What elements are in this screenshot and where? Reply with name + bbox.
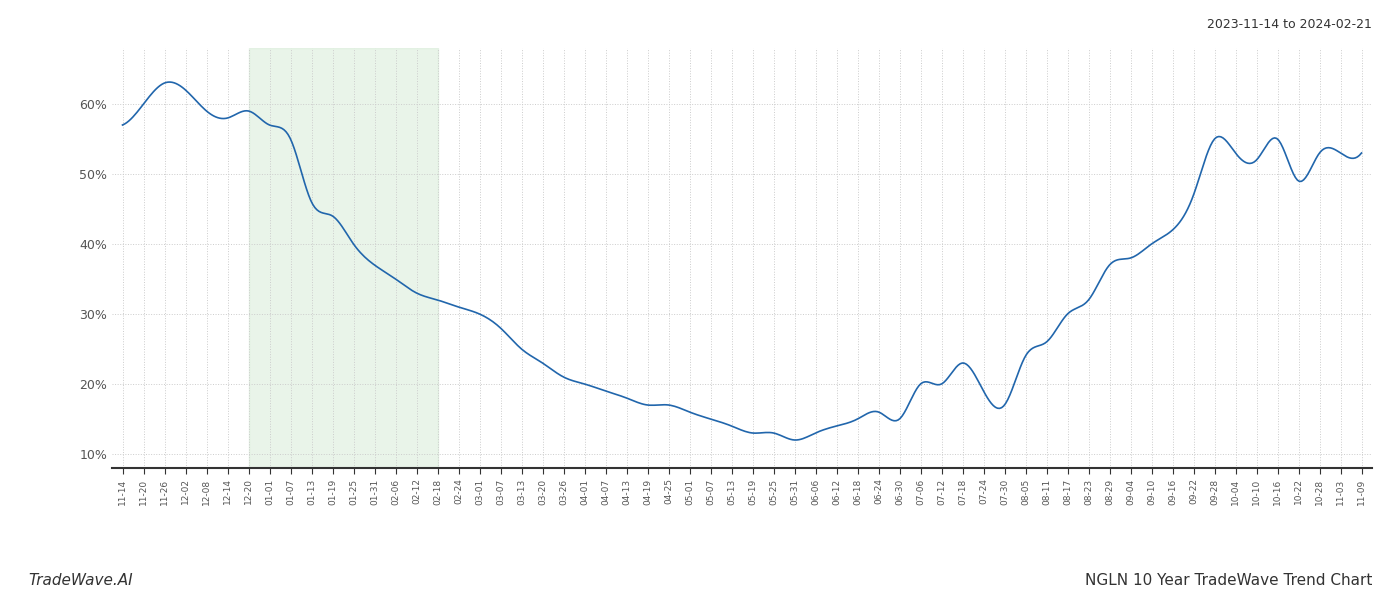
Bar xyxy=(249,48,437,468)
Text: NGLN 10 Year TradeWave Trend Chart: NGLN 10 Year TradeWave Trend Chart xyxy=(1085,573,1372,588)
Text: TradeWave.AI: TradeWave.AI xyxy=(28,573,133,588)
Text: 2023-11-14 to 2024-02-21: 2023-11-14 to 2024-02-21 xyxy=(1207,18,1372,31)
